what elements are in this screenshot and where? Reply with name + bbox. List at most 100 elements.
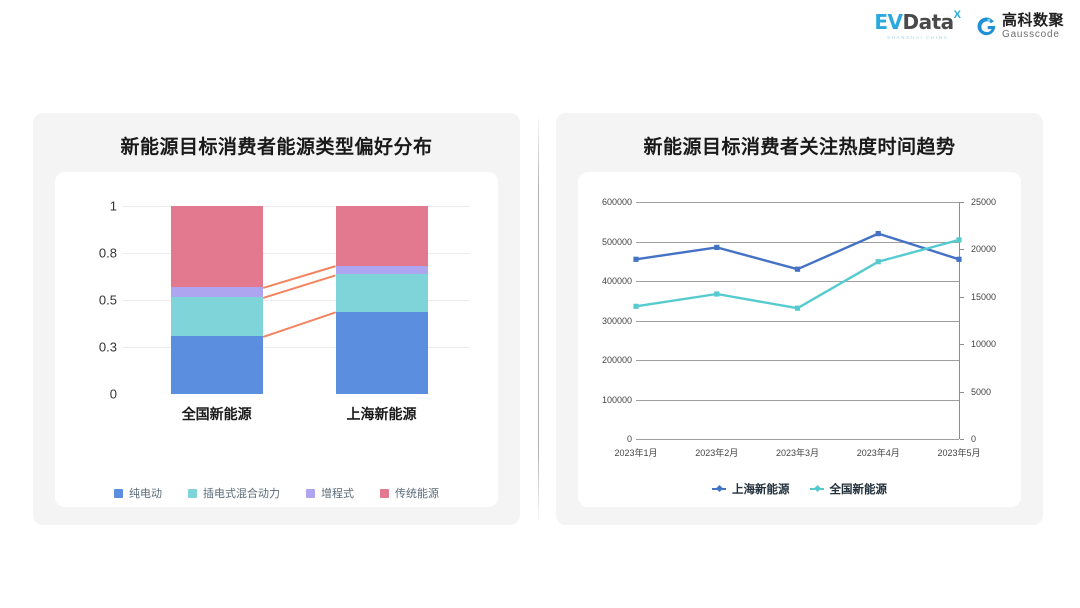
bar-y-tick-label: 0.3 [98, 339, 117, 355]
line-left-y-tick: 500000 [601, 236, 632, 247]
bar-gridline [123, 253, 470, 254]
bar-segment[interactable] [170, 287, 263, 297]
line-left-y-tick: 400000 [601, 276, 632, 286]
line-data-point[interactable] [956, 256, 962, 262]
bar-segment[interactable] [170, 336, 263, 394]
stacked-bar-chart: 0 0.3 0.5 0.8 1 全国新能源 上海新能源 [55, 172, 498, 507]
line-legend-marker-icon [809, 484, 824, 493]
line-right-y-tick: 25000 [971, 197, 997, 207]
gausscode-logo: 高科数聚 Gausscode [975, 13, 1064, 40]
bar-gridline [123, 300, 470, 301]
bar-column[interactable] [335, 206, 428, 394]
line-gridline [636, 439, 959, 440]
gausscode-mark-icon [975, 15, 997, 37]
bar-x-axis-label: 全国新能源 [181, 406, 252, 422]
bar-y-tick-label: 0.8 [98, 245, 117, 261]
line-series-layer [633, 231, 962, 311]
line-path [635, 232, 960, 271]
bar-gridline [123, 206, 470, 207]
line-right-tickmark [960, 344, 964, 346]
bar-y-tick-label: 0 [109, 386, 117, 402]
line-legend-label: 全国新能源 [829, 484, 888, 496]
bar-legend-label: 传统能源 [395, 488, 439, 500]
evdata-x-icon: X [953, 9, 961, 21]
gausscode-cn-label: 高科数聚 [1001, 11, 1064, 29]
bar-segment[interactable] [170, 206, 263, 288]
line-data-point[interactable] [794, 305, 801, 311]
line-gridline [636, 320, 959, 322]
bar-segment[interactable] [335, 311, 428, 394]
panel-title-right: 新能源目标消费者关注热度时间趋势 [643, 137, 956, 158]
gausscode-text: 高科数聚 Gausscode [1002, 13, 1064, 40]
bar-legend-label: 增程式 [321, 488, 354, 500]
line-data-point[interactable] [875, 259, 881, 265]
line-right-y-tick: 10000 [971, 339, 997, 350]
bar-column[interactable] [170, 206, 263, 394]
line-legend-label: 上海新能源 [732, 484, 790, 496]
bar-legend-swatch [306, 488, 315, 498]
bar-legend-label: 纯电动 [129, 488, 162, 500]
line-right-tickmark [960, 391, 964, 393]
bar-legend-swatch [380, 488, 389, 498]
bar-legend-item[interactable]: 插电式混合动力 [188, 485, 280, 501]
bar-legend-swatch [188, 488, 197, 498]
line-left-y-tick: 300000 [601, 315, 632, 326]
bar-connector-line [262, 311, 336, 339]
line-right-y-tick: 15000 [971, 291, 997, 302]
bar-y-tick-label: 0.5 [98, 292, 117, 308]
evdata-wordmark: EV Data X [874, 9, 961, 34]
panel-line-chart: 新能源目标消费者关注热度时间趋势 0 100000 200000 300000 4000… [556, 113, 1043, 525]
gausscode-en-label: Gausscode [1001, 28, 1060, 40]
bar-legend-item[interactable]: 纯电动 [114, 485, 162, 501]
bar-gridline [123, 347, 470, 348]
panel-bar-chart: 新能源目标消费者能源类型偏好分布 0 0.3 0.5 0.8 1 全国新能源 上海新能源 纯… [33, 113, 520, 525]
line-data-point[interactable] [633, 303, 639, 309]
line-right-y-tick: 20000 [971, 244, 997, 255]
bar-legend-item[interactable]: 传统能源 [380, 485, 439, 501]
line-left-y-tick: 0 [626, 434, 632, 444]
header-logos: EV Data X SHANGHAI CHINA 高科数聚 Gausscode [874, 9, 1064, 41]
bar-segment[interactable] [335, 265, 428, 275]
line-x-tick: 2023年2月 [695, 448, 739, 458]
line-right-y-tick: 5000 [971, 386, 992, 397]
line-x-tick: 2023年5月 [937, 448, 981, 458]
line-right-y-tick: 0 [971, 434, 977, 444]
line-legend-item[interactable]: 上海新能源 [712, 481, 790, 497]
line-chart-legend: 上海新能源 全国新能源 [578, 481, 1021, 497]
line-legend-marker-icon [712, 484, 726, 493]
panel-title-left: 新能源目标消费者能源类型偏好分布 [120, 137, 433, 158]
bar-legend-label: 插电式混合动力 [203, 488, 280, 500]
line-x-tick: 2023年3月 [775, 448, 820, 458]
line-right-tickmark [960, 296, 964, 298]
line-gridline [636, 241, 959, 243]
line-data-point[interactable] [956, 237, 962, 243]
line-path [635, 238, 960, 310]
bar-legend-swatch [114, 488, 123, 498]
bar-legend-item[interactable]: 增程式 [306, 485, 354, 501]
bar-chart-legend: 纯电动 插电式混合动力 增程式 传统能源 [55, 485, 498, 501]
line-data-point[interactable] [714, 244, 720, 250]
bar-segment[interactable] [335, 274, 428, 312]
line-gridline [636, 281, 959, 282]
line-right-tickmark [960, 249, 964, 251]
line-data-point[interactable] [633, 256, 639, 262]
bar-chart-card: 0 0.3 0.5 0.8 1 全国新能源 上海新能源 纯电动 插电式混合动力 增程式 传统能源 [55, 172, 498, 507]
line-legend-item[interactable]: 全国新能源 [809, 481, 888, 497]
bar-segment[interactable] [335, 206, 428, 266]
line-left-y-tick: 200000 [601, 355, 632, 365]
bar-segment[interactable] [170, 296, 263, 337]
line-gridline [636, 202, 959, 203]
line-data-point[interactable] [714, 291, 720, 297]
line-data-point[interactable] [794, 266, 801, 272]
line-x-tick: 2023年4月 [856, 448, 900, 458]
evdata-sublabel: SHANGHAI CHINA [887, 35, 949, 40]
evdata-logo: EV Data X SHANGHAI CHINA [874, 9, 961, 41]
line-gridline [636, 360, 959, 361]
line-chart: 0 100000 200000 300000 400000 500000 600000 0 50… [578, 172, 1021, 507]
evdata-ev-text: EV [874, 10, 903, 34]
line-data-point[interactable] [875, 231, 881, 237]
line-right-axis [959, 202, 960, 439]
line-left-y-tick: 100000 [601, 394, 632, 405]
line-right-tickmark [960, 439, 964, 440]
